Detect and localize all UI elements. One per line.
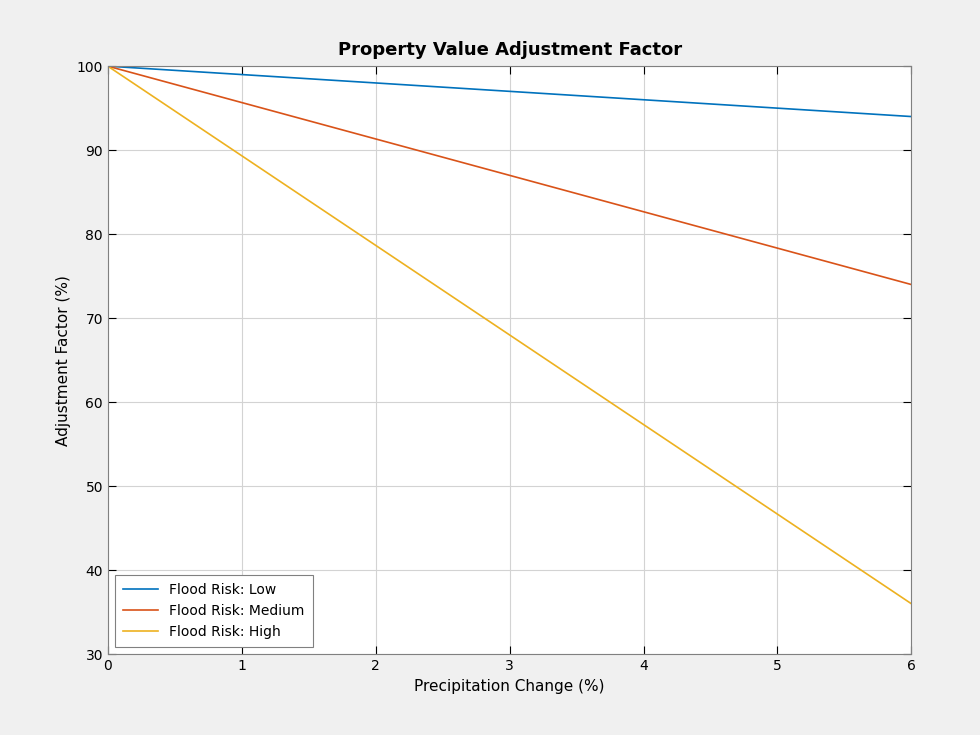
Flood Risk: Low: (3.57, 96.4): Low: (3.57, 96.4) [580, 92, 592, 101]
Flood Risk: High: (3.55, 62.1): High: (3.55, 62.1) [577, 380, 589, 389]
Line: Flood Risk: High: Flood Risk: High [108, 66, 911, 603]
Flood Risk: Medium: (6, 74): Medium: (6, 74) [906, 280, 917, 289]
Line: Flood Risk: Medium: Flood Risk: Medium [108, 66, 911, 284]
Flood Risk: High: (0.0201, 99.8): High: (0.0201, 99.8) [105, 63, 117, 72]
Flood Risk: Medium: (0.0201, 99.9): Medium: (0.0201, 99.9) [105, 62, 117, 71]
X-axis label: Precipitation Change (%): Precipitation Change (%) [415, 678, 605, 694]
Flood Risk: High: (6, 36): High: (6, 36) [906, 599, 917, 608]
Flood Risk: Low: (5.06, 94.9): Low: (5.06, 94.9) [779, 104, 791, 113]
Flood Risk: High: (3.57, 61.9): High: (3.57, 61.9) [580, 381, 592, 390]
Flood Risk: Low: (3.67, 96.3): Low: (3.67, 96.3) [594, 93, 606, 101]
Flood Risk: Low: (0.0201, 100): Low: (0.0201, 100) [105, 62, 117, 71]
Flood Risk: Low: (3.55, 96.4): Low: (3.55, 96.4) [577, 92, 589, 101]
Y-axis label: Adjustment Factor (%): Adjustment Factor (%) [56, 275, 71, 445]
Legend: Flood Risk: Low, Flood Risk: Medium, Flood Risk: High: Flood Risk: Low, Flood Risk: Medium, Flo… [115, 575, 313, 648]
Flood Risk: Medium: (3.57, 84.5): Medium: (3.57, 84.5) [580, 192, 592, 201]
Flood Risk: High: (5.44, 42): High: (5.44, 42) [830, 549, 842, 558]
Flood Risk: Medium: (0, 100): Medium: (0, 100) [102, 62, 114, 71]
Line: Flood Risk: Low: Flood Risk: Low [108, 66, 911, 117]
Flood Risk: Medium: (3.67, 84.1): Medium: (3.67, 84.1) [594, 196, 606, 204]
Flood Risk: Medium: (5.06, 78.1): Medium: (5.06, 78.1) [779, 245, 791, 254]
Flood Risk: High: (3.67, 60.8): High: (3.67, 60.8) [594, 391, 606, 400]
Flood Risk: Low: (0, 100): Low: (0, 100) [102, 62, 114, 71]
Flood Risk: High: (0, 100): High: (0, 100) [102, 62, 114, 71]
Title: Property Value Adjustment Factor: Property Value Adjustment Factor [337, 41, 682, 59]
Flood Risk: Medium: (3.55, 84.6): Medium: (3.55, 84.6) [577, 191, 589, 200]
Flood Risk: Low: (6, 94): Low: (6, 94) [906, 112, 917, 121]
Flood Risk: Low: (5.44, 94.6): Low: (5.44, 94.6) [830, 107, 842, 116]
Flood Risk: Medium: (5.44, 76.4): Medium: (5.44, 76.4) [830, 259, 842, 268]
Flood Risk: High: (5.06, 46.1): High: (5.06, 46.1) [779, 514, 791, 523]
